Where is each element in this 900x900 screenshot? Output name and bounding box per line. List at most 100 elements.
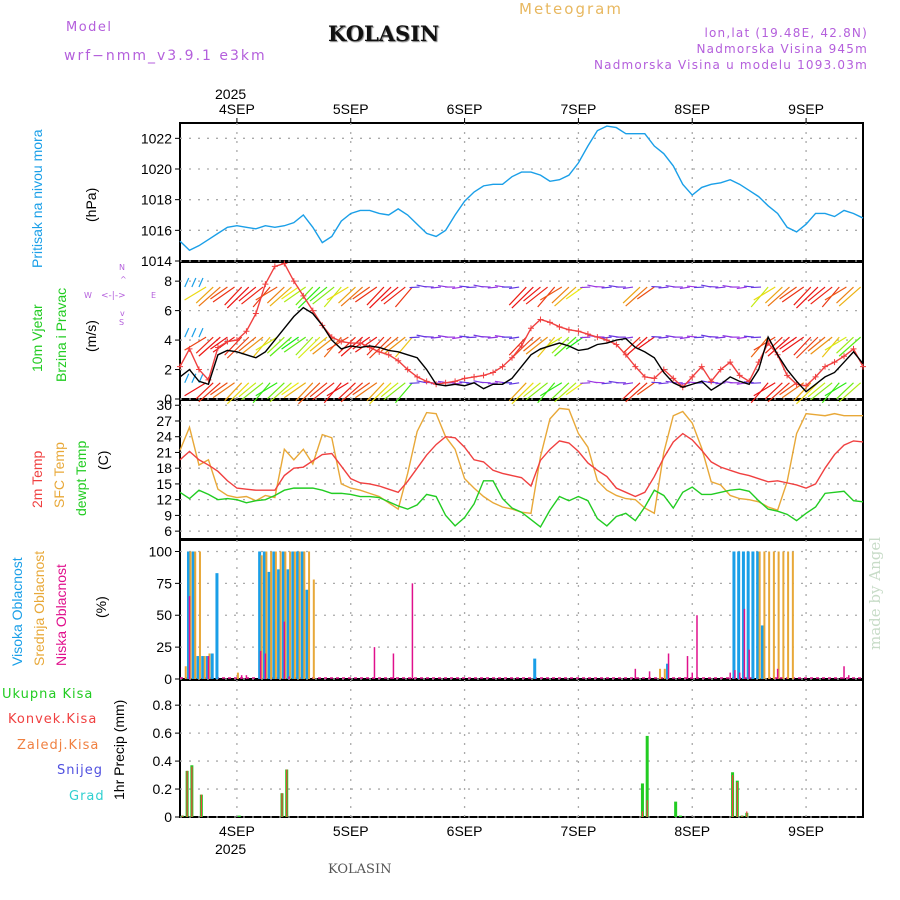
wind-barb <box>459 381 470 384</box>
temp-unit: (C) <box>95 451 111 470</box>
wind-barb <box>423 285 434 288</box>
cloud-bar-low <box>691 672 693 679</box>
wind-barb <box>810 382 833 401</box>
cloud-bar-low <box>245 675 248 679</box>
cloud-bar-mid <box>758 551 761 679</box>
y-tick-label: 4 <box>164 332 172 348</box>
gust-marker <box>698 363 705 370</box>
wind-barb <box>281 286 299 300</box>
dewpt-label: dewpt Temp <box>73 441 89 516</box>
wind-barb <box>753 336 776 351</box>
cloud-bar-high <box>305 589 309 679</box>
wind-speed-line <box>179 306 864 393</box>
gust-marker <box>518 342 525 349</box>
wind-barb <box>636 286 655 300</box>
y-tick-label: 1020 <box>141 161 172 177</box>
wind-barb <box>622 382 634 385</box>
gust-marker <box>841 353 848 360</box>
gust-marker <box>689 373 696 380</box>
cloud-bar-low <box>207 656 210 679</box>
wind-barb <box>269 286 292 307</box>
compass-up: ^ <box>120 275 127 284</box>
wind-barb <box>198 277 204 288</box>
bottom-day-label: 5SEP <box>333 823 369 839</box>
mid-cloud-label: Srednja Oblacnost <box>31 551 47 666</box>
wind-barb <box>796 382 819 405</box>
cloud-bar-mid <box>265 551 268 679</box>
cloud-bar-low <box>188 596 191 679</box>
wind-barb <box>309 336 328 352</box>
y-tick-label: 1014 <box>141 253 172 269</box>
precip-bar-total <box>640 783 644 817</box>
model-name: wrf−nmm_v3.9.1 e3km <box>64 48 267 64</box>
wind-barb <box>383 336 406 355</box>
gust-line <box>179 262 864 389</box>
gust-marker <box>243 328 250 335</box>
gust-marker <box>632 363 639 370</box>
wind-barb <box>380 286 399 302</box>
gust-marker <box>186 345 193 352</box>
wind-barb <box>658 286 669 289</box>
wind-label: 10m Vjetar <box>29 304 45 372</box>
gust-marker <box>281 260 288 267</box>
wind-barb <box>283 336 307 353</box>
compass-w: W <box>84 291 92 300</box>
wind-barb <box>184 336 207 351</box>
y-tick-label: 18 <box>156 460 172 476</box>
cloud-bar-high <box>756 551 760 679</box>
wind-barb <box>525 336 548 355</box>
wind-barb <box>480 285 491 288</box>
wind-barb <box>309 382 328 398</box>
gust-marker <box>404 366 411 373</box>
wind-barb <box>255 382 278 397</box>
y-tick-label: 8 <box>164 273 172 289</box>
wind-barb <box>651 336 662 338</box>
wind-barb <box>694 336 705 339</box>
t2m-line <box>179 432 864 498</box>
gust-marker <box>546 319 553 326</box>
wind-barb <box>487 382 498 385</box>
cloud-bar-high <box>533 658 537 679</box>
wind-barb <box>551 336 570 354</box>
wind-barb <box>767 382 790 403</box>
wind-barb <box>836 336 854 354</box>
cloud-bar-mid <box>236 672 239 679</box>
wind-barb <box>210 336 228 350</box>
cloud-bar-mid <box>189 551 192 679</box>
legend-frz-precip: Zaledj.Kisa <box>17 738 99 753</box>
wind-barb <box>487 336 498 339</box>
cloud-bar-mid <box>782 551 785 679</box>
wind-barb <box>369 382 392 405</box>
wind-barb <box>210 286 228 300</box>
wind-barb <box>511 382 534 405</box>
wind-barb <box>708 336 719 338</box>
precip-bar-conv <box>741 815 743 817</box>
wind-barb <box>269 336 292 357</box>
cloud-bar-mid <box>659 668 662 679</box>
wind-barb <box>824 382 847 397</box>
y-tick-label: 0.4 <box>153 753 173 769</box>
wind-barb <box>525 286 548 305</box>
cloud-bar-high <box>286 569 290 679</box>
cloud-bar-mid <box>270 551 273 679</box>
wind-barb <box>198 382 221 403</box>
wind-barb <box>195 336 214 354</box>
wind-barb <box>779 336 797 350</box>
wind-barb <box>753 382 776 397</box>
wind-barb <box>601 286 612 289</box>
precip-bar-conv <box>181 815 183 817</box>
gust-marker <box>537 316 544 323</box>
wind-barb <box>191 373 197 384</box>
cloud-bar-low <box>392 653 395 679</box>
wind-barb <box>694 286 705 289</box>
wind-barb <box>708 285 719 288</box>
cloud-bar-low <box>283 621 286 679</box>
wind-barb <box>651 381 662 384</box>
cloud-bar-low <box>696 615 698 679</box>
model-elevation-text: Nadmorska Visina u modelu 1093.03m <box>593 58 868 72</box>
wind-barb <box>226 336 250 359</box>
gust-marker <box>584 331 591 338</box>
gust-marker <box>490 369 497 376</box>
gust-marker <box>309 307 316 314</box>
gust-marker <box>461 375 468 382</box>
